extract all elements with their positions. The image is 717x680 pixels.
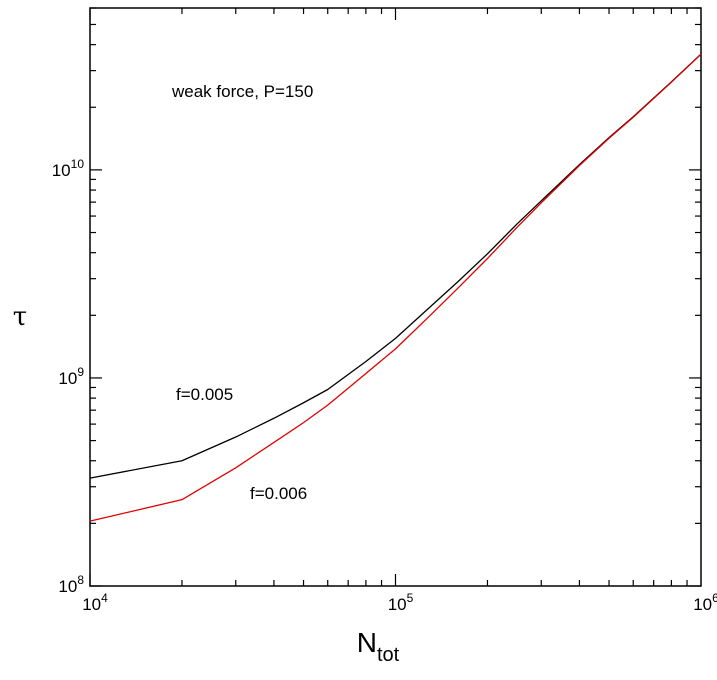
x-tick-label: 106 bbox=[693, 591, 717, 614]
y-tick-labels: 108 109 1010 bbox=[52, 157, 85, 596]
y-tick-label: 108 bbox=[58, 573, 84, 596]
y-tick-label: 109 bbox=[58, 365, 84, 388]
x-axis-label: Ntot bbox=[357, 627, 400, 666]
x-axis-label-main: N bbox=[357, 627, 377, 658]
axis-ticks bbox=[89, 7, 701, 587]
series-line-2 bbox=[89, 53, 702, 522]
y-axis-label: τ bbox=[13, 302, 27, 332]
series-line-1 bbox=[89, 53, 702, 479]
annotation-title: weak force, P=150 bbox=[171, 82, 313, 101]
x-axis-label-sub: tot bbox=[377, 644, 400, 666]
annotation-f-0.006: f=0.006 bbox=[250, 484, 307, 503]
series-group bbox=[89, 53, 702, 522]
x-tick-label: 104 bbox=[82, 591, 108, 614]
annotation-f-0.005: f=0.005 bbox=[176, 385, 233, 404]
x-tick-labels: 104 105 106 bbox=[82, 591, 717, 614]
y-tick-label: 1010 bbox=[52, 157, 85, 180]
x-tick-label: 105 bbox=[388, 591, 414, 614]
